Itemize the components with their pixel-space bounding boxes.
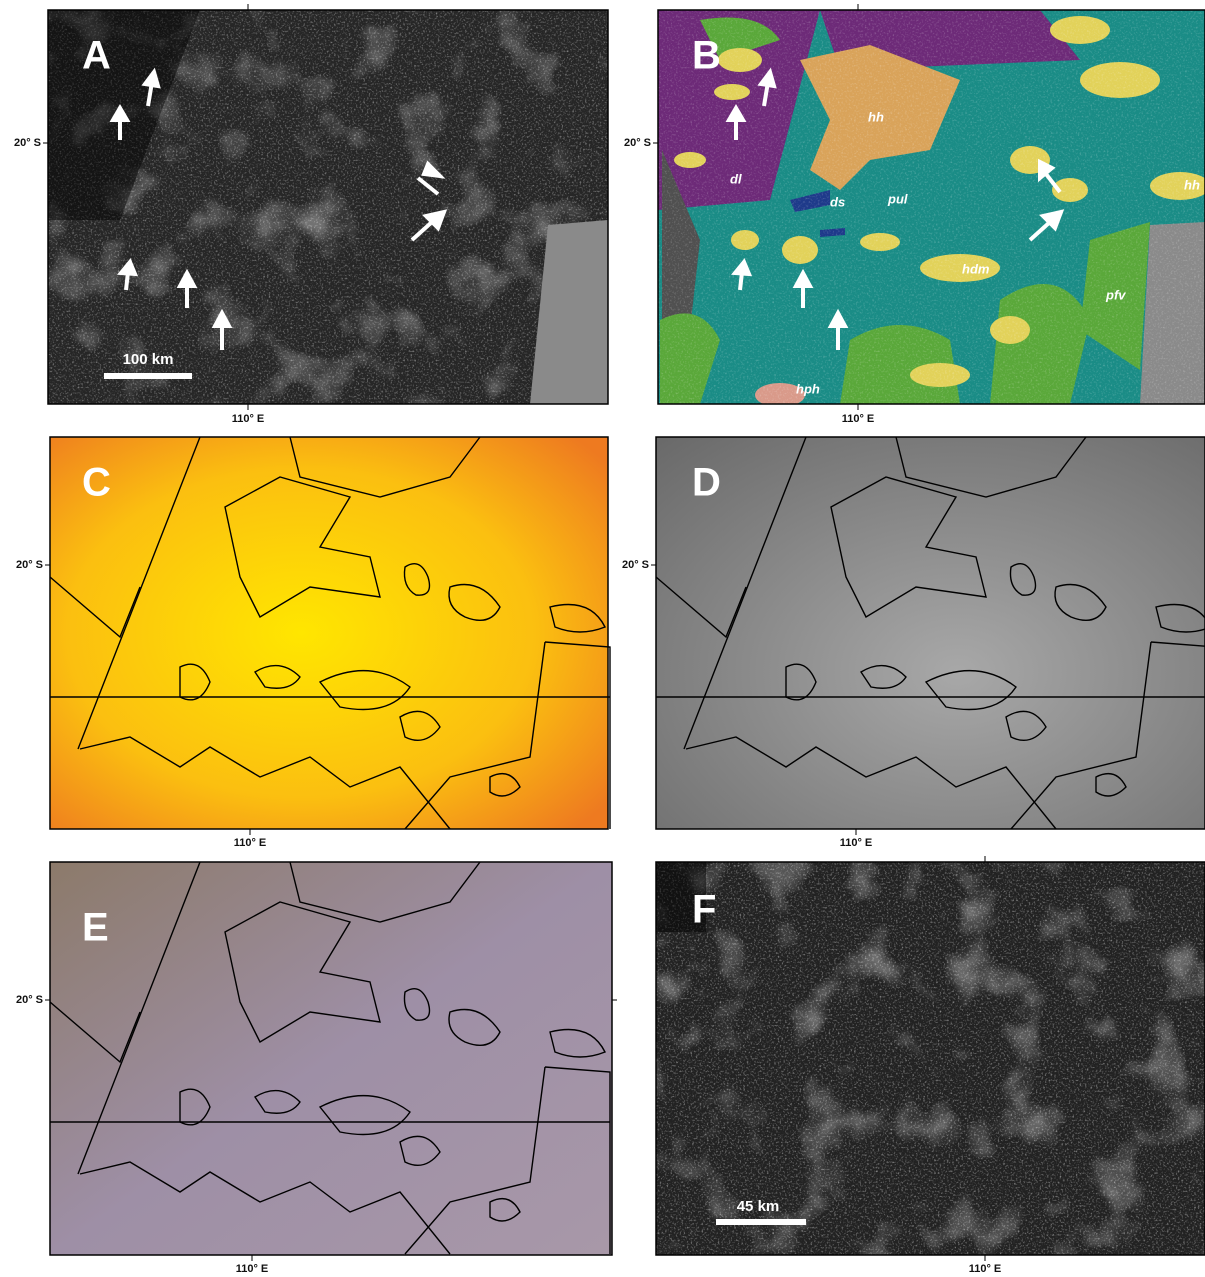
lat-label: 20° S xyxy=(16,559,43,571)
panel-letter: E xyxy=(82,906,109,950)
panel-letter: B xyxy=(692,34,721,78)
ticks xyxy=(43,4,986,1261)
unit-label: ds xyxy=(830,194,845,209)
panel-letter: C xyxy=(82,461,111,505)
unit-label: dl xyxy=(730,171,742,186)
panel-letter: D xyxy=(692,461,721,505)
lon-label: 110° E xyxy=(236,1263,269,1275)
arrows-b xyxy=(725,67,1065,350)
lat-label: 20° S xyxy=(16,994,43,1006)
panel-f xyxy=(656,862,1205,1255)
panel-e xyxy=(50,862,612,1255)
unit-label: hh xyxy=(1184,177,1200,192)
panel-c xyxy=(50,437,608,829)
lon-label: 110° E xyxy=(842,413,875,425)
unit-label: hdm xyxy=(962,261,990,276)
lon-label: 110° E xyxy=(232,413,265,425)
panel-a xyxy=(48,10,608,404)
unit-label: pfv xyxy=(1105,287,1126,302)
panel-letter: F xyxy=(692,888,716,932)
lat-label: 20° S xyxy=(624,137,651,149)
lat-label: 20° S xyxy=(14,137,41,149)
unit-label: pul xyxy=(887,191,908,206)
arrows-a xyxy=(109,67,448,350)
lon-label: 110° E xyxy=(234,837,267,849)
panel-letter: A xyxy=(82,34,111,78)
panel-b xyxy=(658,10,1205,404)
scale-label: 100 km xyxy=(123,351,174,368)
unit-label: hph xyxy=(796,381,820,396)
lon-label: 110° E xyxy=(840,837,873,849)
panel-d xyxy=(656,437,1205,829)
labels: A 20° S 110° E 100 km B 20° S 110° E hh … xyxy=(14,34,1200,1275)
scale-label: 45 km xyxy=(737,1198,780,1215)
unit-label: hh xyxy=(868,109,884,124)
lon-label: 110° E xyxy=(969,1263,1002,1275)
lat-label: 20° S xyxy=(622,559,649,571)
